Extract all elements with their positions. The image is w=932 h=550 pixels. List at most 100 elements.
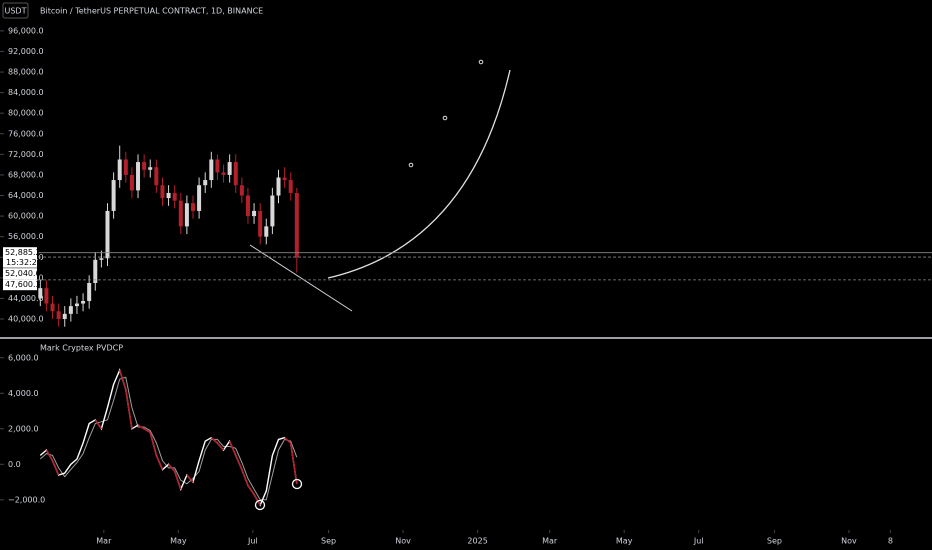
candle-body (227, 162, 232, 175)
candle-body (166, 192, 171, 199)
marker (442, 115, 448, 121)
falling-segment (167, 463, 176, 472)
y-tick-label: 40,000.0 (8, 314, 44, 323)
price-label-box (3, 247, 37, 259)
countdown-box (3, 257, 37, 268)
x-tick-label: Jul (247, 537, 258, 546)
chart-title: Bitcoin / TetherUS PERPETUAL CONTRACT, 1… (40, 7, 263, 16)
y-tick-label: 2,000.0 (8, 424, 39, 433)
candle-body (50, 303, 55, 312)
falling-segment (137, 424, 145, 430)
y-tick-label: 92,000.0 (8, 47, 44, 56)
falling-segment (235, 455, 243, 470)
marker (478, 59, 484, 65)
candle-body (111, 180, 116, 211)
y-tick-label: 84,000.0 (8, 88, 44, 97)
price-label-box (3, 279, 37, 291)
currency-button[interactable] (2, 2, 29, 19)
candle-body (81, 300, 86, 304)
candle-body (129, 174, 134, 191)
x-tick-label: Sep (321, 537, 336, 546)
falling-segment (51, 460, 60, 476)
y-tick-label: 6,000.0 (8, 353, 39, 362)
candle-body (56, 311, 61, 319)
candle-body (38, 288, 43, 299)
falling-segment (45, 449, 54, 462)
candle-body (154, 167, 159, 186)
candle-body (136, 162, 141, 191)
candle-body (62, 313, 67, 319)
x-tick-label: May (170, 537, 187, 546)
marker (408, 162, 414, 168)
falling-segment (155, 455, 164, 470)
candle-body (160, 185, 165, 199)
candle-body (209, 159, 214, 181)
candle-body (123, 159, 128, 175)
candle-body (215, 159, 220, 173)
candle-body (172, 192, 177, 201)
candle-body (74, 303, 79, 307)
falling-segment (186, 474, 194, 483)
candle-body (221, 172, 226, 175)
falling-segment (94, 419, 103, 430)
candle-body (294, 192, 299, 258)
candle-body (197, 185, 202, 211)
x-tick-label: Mar (542, 537, 558, 546)
y-tick-label: 88,000.0 (8, 68, 44, 77)
x-tick-label: May (616, 537, 633, 546)
y-tick-label: 56,000.0 (8, 232, 44, 241)
falling-segment (228, 440, 237, 456)
signal-circle (254, 499, 266, 511)
candle-body (245, 195, 250, 217)
signal-circle (291, 478, 303, 490)
falling-segment (143, 428, 151, 434)
arc-drawing (327, 69, 511, 279)
falling-segment (118, 369, 127, 390)
x-tick-label: Nov (395, 537, 411, 546)
plot-area: 40,000.044,000.048,000.052,000.056,000.0… (0, 26, 932, 546)
falling-segment (210, 437, 218, 444)
price-label: 52,040.6 (5, 269, 41, 278)
x-tick-label: Mar (96, 537, 112, 546)
y-tick-label: 44,000.0 (8, 294, 44, 303)
currency[interactable]: USDT (5, 7, 27, 16)
x-tick-label: Nov (841, 537, 857, 546)
falling-segment (284, 437, 292, 444)
price-label: 47,600.3 (5, 280, 41, 289)
candle-body (288, 180, 293, 193)
falling-segment (289, 442, 298, 484)
indicator-line (39, 376, 298, 501)
y-tick-label: 4,000.0 (8, 389, 39, 398)
x-tick-label: Jul (693, 537, 704, 546)
y-tick-label: 76,000.0 (8, 129, 44, 138)
y-tick-label: 72,000.0 (8, 150, 44, 159)
price-label: 52,885.2 (5, 248, 41, 257)
falling-segment (247, 485, 255, 495)
candle-body (99, 258, 104, 260)
candle-body (258, 210, 263, 237)
y-tick-label: 68,000.0 (8, 170, 44, 179)
candle-body (252, 210, 257, 217)
candle-body (190, 203, 195, 211)
y-tick-label: 96,000.0 (8, 26, 44, 35)
x-tick-label: 8 (888, 537, 893, 546)
y-tick-label: 60,000.0 (8, 212, 44, 221)
y-tick-label: 80,000.0 (8, 109, 44, 118)
candle-body (68, 306, 73, 314)
falling-segment (173, 471, 182, 490)
candle-body (142, 162, 147, 170)
x-tick-label: 2025 (467, 537, 487, 546)
falling-segment (253, 494, 261, 506)
falling-segment (125, 389, 133, 429)
x-tick-label: Sep (767, 537, 782, 546)
countdown: 15:32:23 (6, 258, 42, 267)
candle-body (264, 226, 269, 237)
candle-body (93, 259, 98, 283)
falling-segment (241, 469, 249, 486)
candle-body (117, 159, 122, 181)
candle-body (105, 210, 110, 259)
falling-segment (149, 432, 158, 456)
indicator-title: Mark Cryptex PVDCP (40, 344, 123, 353)
